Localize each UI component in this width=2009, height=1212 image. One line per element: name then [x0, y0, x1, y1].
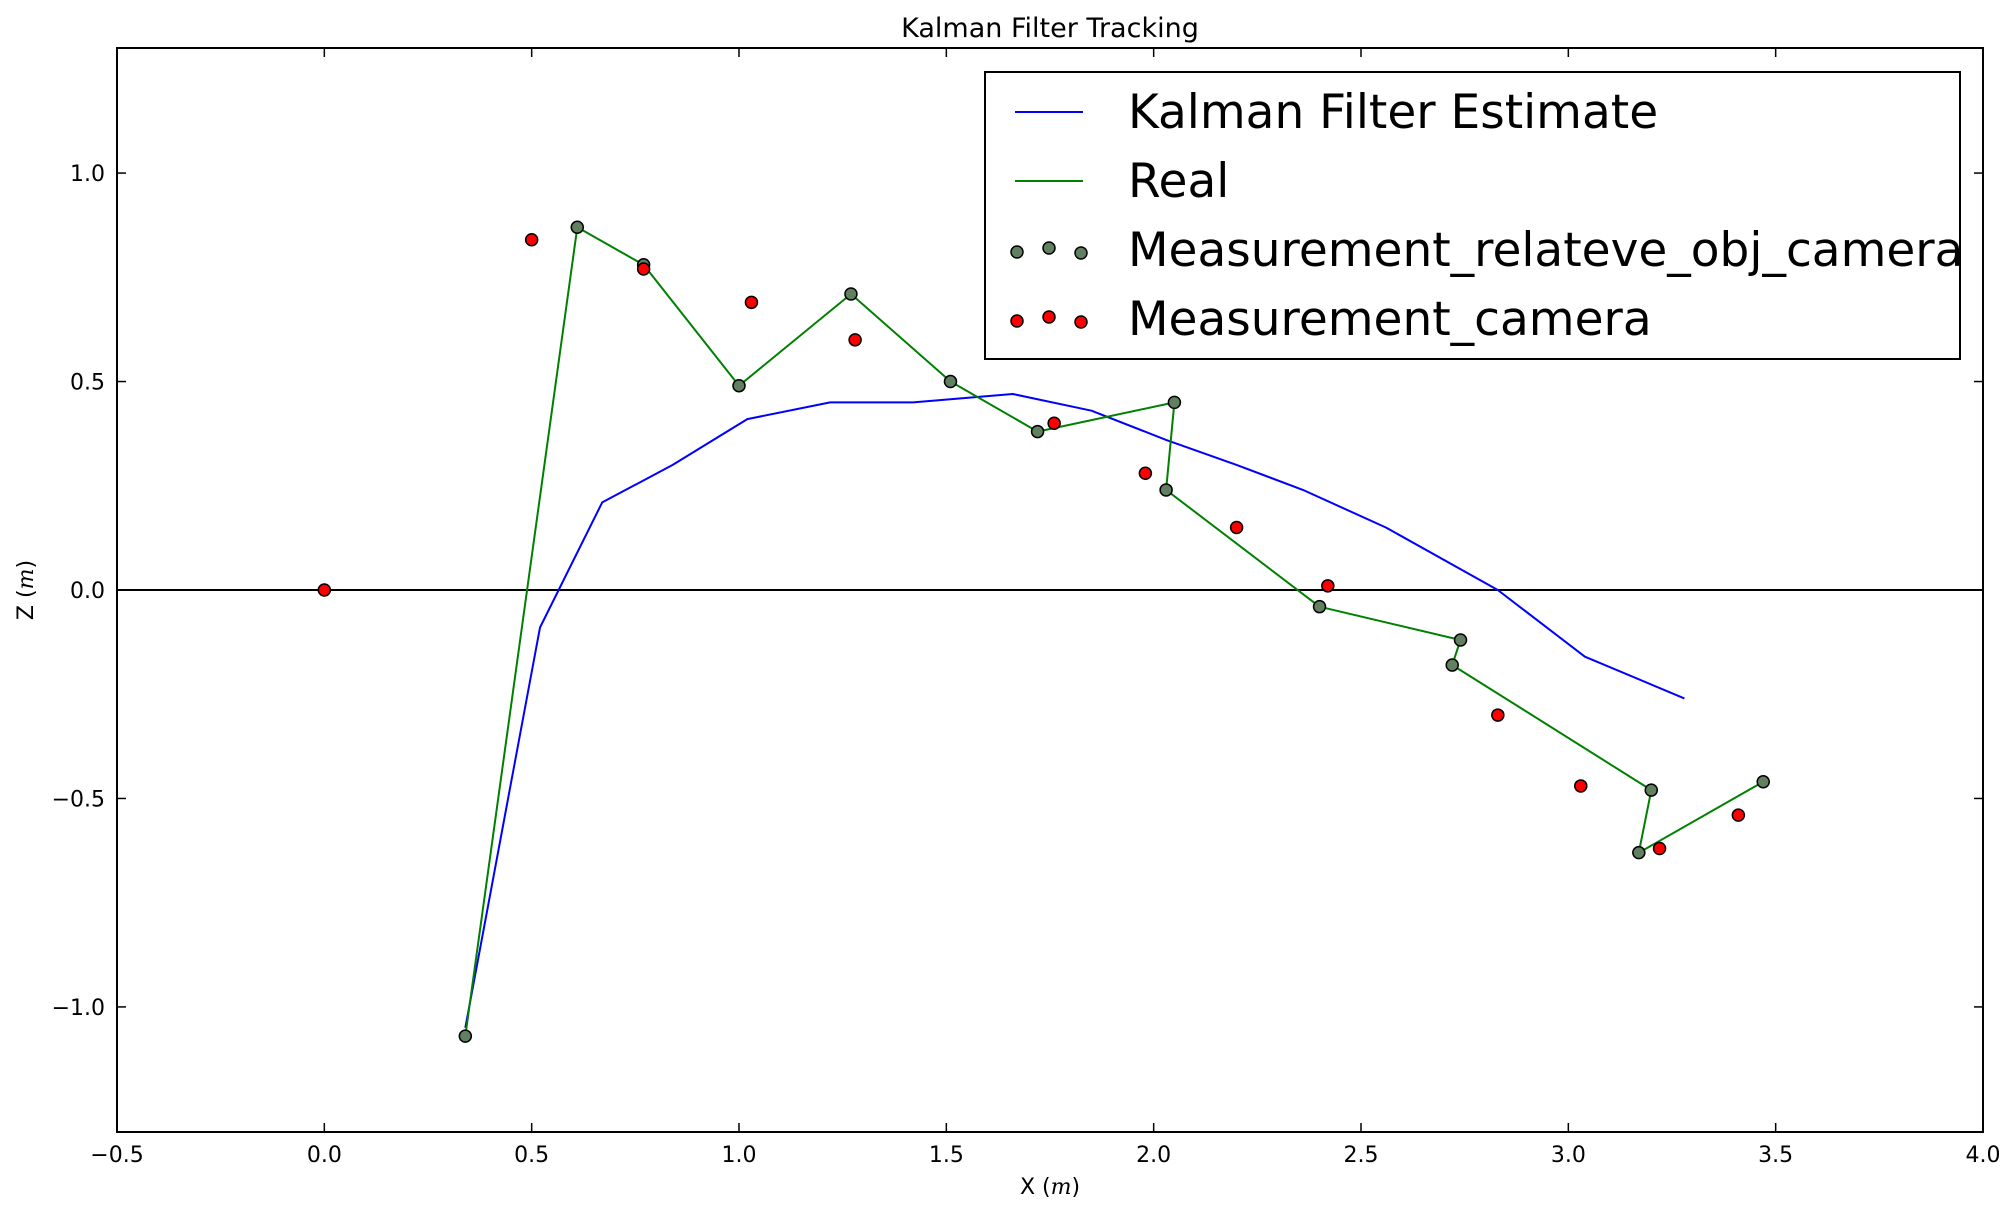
x-axis-label: X	[1020, 1175, 1035, 1200]
x-axis-title: X (m)	[1020, 1175, 1080, 1200]
x-tick-label: 0.5	[514, 1143, 549, 1168]
legend-swatch-marker	[1074, 246, 1088, 260]
series-3-point	[848, 333, 862, 347]
legend-box	[984, 71, 1961, 360]
y-axis-title: Z (m)	[14, 560, 39, 620]
x-tick-label: 2.0	[1136, 1143, 1171, 1168]
series-line-0	[464, 393, 1685, 1028]
legend-label: Measurement_camera	[1128, 292, 1652, 347]
x-tick-label: 0.0	[307, 1143, 342, 1168]
chart-title: Kalman Filter Tracking	[901, 13, 1199, 44]
legend-swatch-marker	[1010, 314, 1024, 328]
series-3-point	[1229, 520, 1244, 535]
series-3-point	[1731, 808, 1746, 822]
y-axis: −1.0 −0.5 0.0 0.5 1.0	[52, 162, 1983, 1021]
x-tick-label: 3.0	[1551, 1143, 1586, 1168]
x-axis-unit: m	[1051, 1175, 1072, 1200]
series-2-point	[1167, 395, 1182, 410]
series-3-point	[1491, 708, 1505, 722]
x-tick-label: −0.5	[90, 1143, 143, 1168]
series-2-point	[732, 378, 746, 393]
legend-label: Measurement_relateve_obj_camera	[1128, 223, 1963, 278]
legend-label: Kalman Filter Estimate	[1128, 85, 1658, 140]
legend-swatch-marker	[1042, 310, 1056, 324]
series-2-point	[1756, 775, 1770, 789]
x-tick-label: 1.5	[929, 1143, 964, 1168]
series-3-point	[636, 262, 651, 276]
series-3-point	[317, 583, 332, 597]
x-tick-label: 1.0	[722, 1143, 757, 1168]
series-2-point	[1453, 633, 1468, 647]
series-2-point	[1445, 658, 1459, 672]
x-tick-label: 4.0	[1966, 1143, 2001, 1168]
series-2-point	[458, 1029, 473, 1043]
series-3-point	[1574, 779, 1588, 793]
x-axis: −0.5 0.0 0.5 1.0 1.5 2.0 2.5 3.0 3.5 4.0	[90, 48, 2001, 1168]
series-2-point	[1312, 599, 1327, 614]
series-2-point	[570, 220, 585, 235]
y-axis-unit: m	[14, 569, 39, 590]
y-tick-label: −0.5	[52, 787, 105, 812]
series-3-point	[524, 233, 539, 247]
y-axis-label: Z	[14, 605, 39, 620]
legend-swatch-marker	[1010, 245, 1024, 259]
y-tick-label: 0.0	[70, 579, 105, 604]
legend-swatch-marker	[1042, 241, 1056, 255]
series-2-point	[844, 287, 858, 301]
y-tick-label: 1.0	[70, 162, 105, 187]
legend-label: Real	[1128, 154, 1229, 209]
series-3-point	[1652, 841, 1667, 856]
legend-swatch-marker	[1074, 315, 1088, 329]
series-2-point	[1030, 424, 1045, 439]
y-tick-label: −1.0	[52, 996, 105, 1021]
series-3-point	[1047, 416, 1061, 430]
series-3-point	[744, 295, 759, 310]
series-2-point	[1632, 845, 1646, 860]
series-2-point	[1159, 483, 1173, 497]
series-2-point	[943, 374, 958, 389]
y-tick-label: 0.5	[70, 371, 105, 396]
series-2-point	[1644, 783, 1659, 797]
series-3-point	[1321, 579, 1335, 593]
x-tick-label: 2.5	[1344, 1143, 1379, 1168]
series-3-point	[1138, 466, 1153, 481]
x-tick-label: 3.5	[1758, 1143, 1793, 1168]
legend: Kalman Filter Estimate Real Measurement_re…	[984, 71, 1963, 360]
